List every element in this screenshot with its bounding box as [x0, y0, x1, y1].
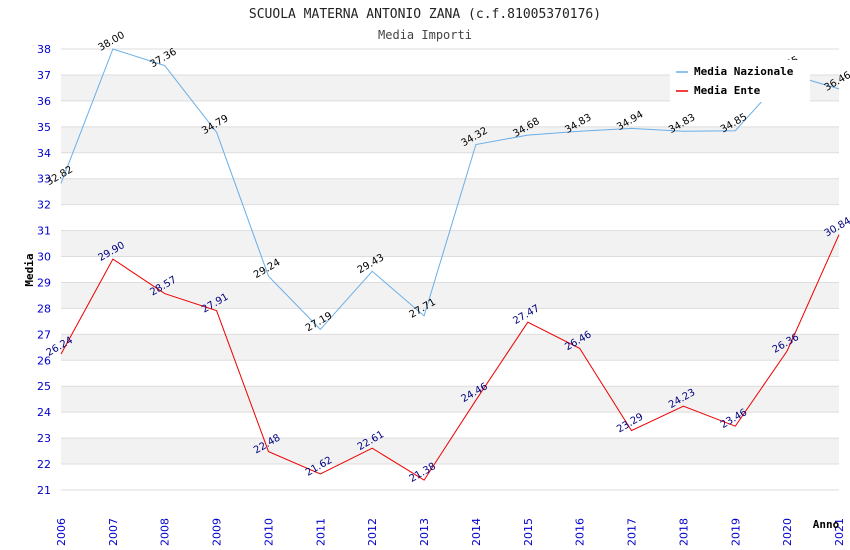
y-tick-label: 36: [37, 95, 51, 108]
y-tick-label: 28: [37, 302, 51, 315]
data-label-media-nazionale: 38.00: [96, 30, 126, 54]
y-tick-label: 24: [37, 406, 51, 419]
data-label-media-ente: 23.29: [615, 412, 645, 436]
legend: Media Nazionale Media Ente: [670, 60, 810, 102]
x-tick-label: 2009: [211, 518, 224, 546]
grid-band: [61, 282, 839, 309]
x-tick-label: 2016: [574, 518, 587, 546]
x-tick-label: 2021: [833, 518, 846, 546]
y-tick-label: 23: [37, 432, 51, 445]
y-tick-label: 30: [37, 251, 51, 264]
legend-label-media-ente: Media Ente: [694, 84, 761, 97]
chart-subtitle: Media Importi: [378, 28, 472, 42]
y-tick-label: 35: [37, 121, 51, 134]
chart-title: SCUOLA MATERNA ANTONIO ZANA (c.f.8100537…: [249, 7, 601, 22]
y-tick-label: 34: [37, 147, 51, 160]
x-tick-label: 2020: [781, 518, 794, 546]
y-tick-label: 29: [37, 276, 51, 289]
x-tick-label: 2010: [262, 518, 275, 546]
x-tick-label: 2015: [522, 518, 535, 546]
y-tick-label: 22: [37, 458, 51, 471]
grid-band: [61, 230, 839, 257]
x-tick-label: 2006: [55, 518, 68, 546]
data-label-media-ente: 21.38: [408, 461, 438, 485]
data-label-media-nazionale: 37.36: [148, 47, 178, 71]
x-tick-label: 2019: [729, 518, 742, 546]
x-tick-label: 2007: [107, 518, 120, 546]
x-tick-label: 2013: [418, 518, 431, 546]
y-tick-label: 21: [37, 484, 51, 497]
y-tick-label: 26: [37, 354, 51, 367]
x-tick-label: 2012: [366, 518, 379, 546]
x-tick-label: 2008: [159, 518, 172, 546]
grid-band: [61, 334, 839, 361]
legend-box: [670, 60, 810, 102]
data-label-media-nazionale: 29.24: [252, 257, 282, 281]
y-axis-title: Media: [23, 253, 36, 286]
grid-band: [61, 386, 839, 413]
series-line-media-nazionale: [60, 48, 840, 331]
data-label-media-nazionale: 27.19: [304, 310, 334, 334]
y-tick-label: 31: [37, 225, 51, 238]
y-tick-label: 38: [37, 43, 51, 56]
y-tick-label: 25: [37, 380, 51, 393]
x-tick-label: 2017: [626, 518, 639, 546]
x-tick-label: 2018: [677, 518, 690, 546]
x-tick-label: 2011: [314, 518, 327, 546]
grid-band: [61, 438, 839, 465]
legend-label-media-nazionale: Media Nazionale: [694, 65, 794, 78]
grid-band: [61, 178, 839, 205]
y-axis: 21 22 23 24 25 26 27 28 29 30 31 32 33 34 35 36 37 38: [37, 43, 51, 497]
y-tick-label: 27: [37, 328, 51, 341]
grid-bands: [61, 74, 839, 465]
x-axis: 2006 2007 2008 2009 2010 2011 2012 2013 2014 2015…: [55, 518, 846, 546]
x-axis-title: Anno: [813, 518, 840, 531]
x-tick-label: 2014: [470, 518, 483, 546]
y-tick-label: 37: [37, 69, 51, 82]
series-line-media-ente: [60, 234, 840, 481]
y-tick-label: 33: [37, 173, 51, 186]
y-tick-label: 32: [37, 199, 51, 212]
